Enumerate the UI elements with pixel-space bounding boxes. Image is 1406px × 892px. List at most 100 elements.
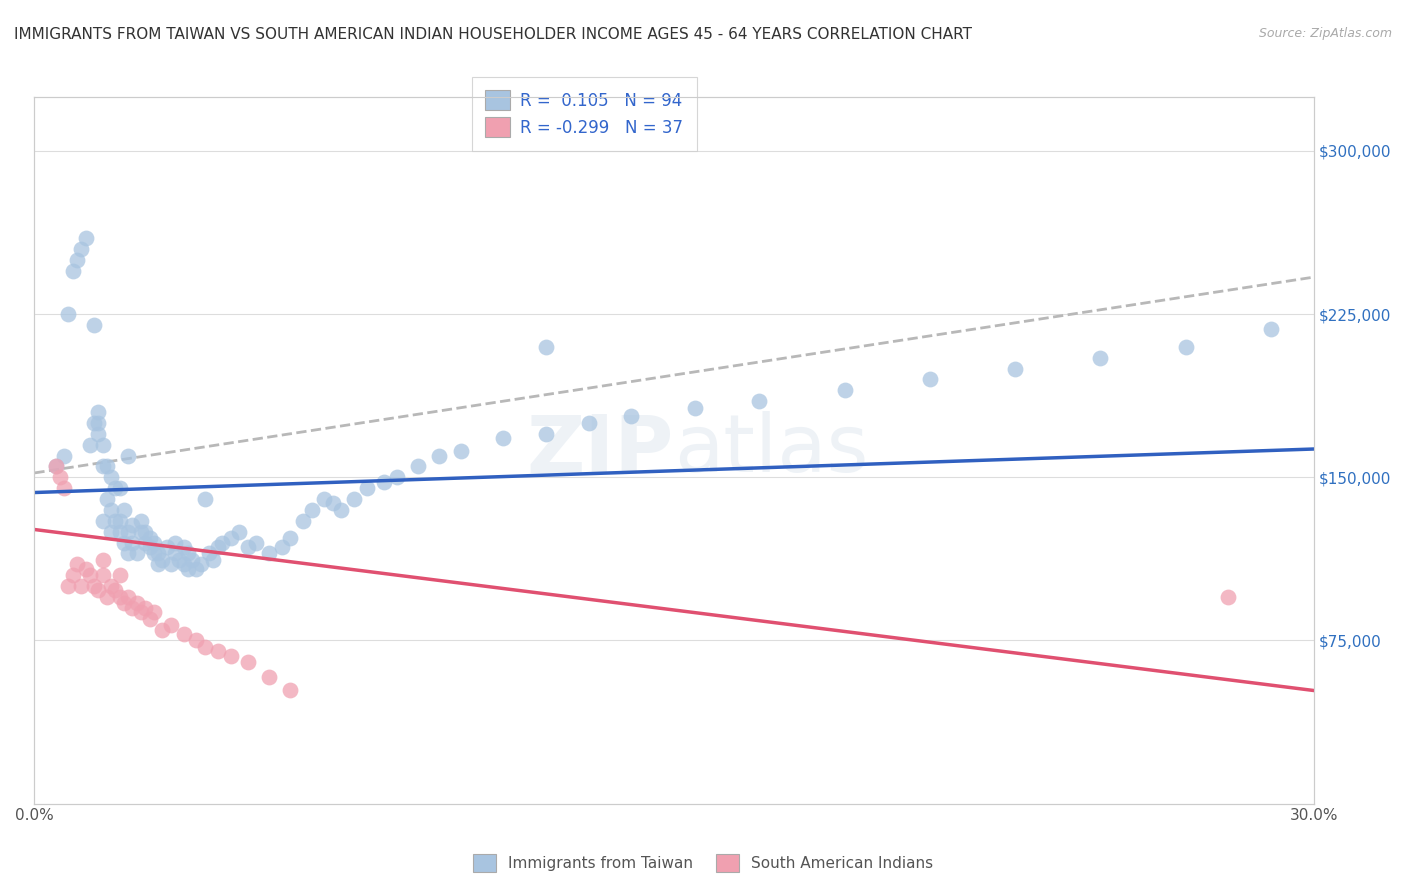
Point [534,340,557,354]
Point [79,568,101,582]
Point [75,231,97,245]
Point [83,416,105,430]
Point [450,444,472,458]
Point [146,546,169,560]
Point [129,514,152,528]
Point [578,416,600,430]
Point [75,562,97,576]
Point [194,491,217,506]
Point [66,252,89,267]
Point [104,583,127,598]
Point [620,409,643,424]
Point [62,568,84,582]
Point [257,670,280,684]
Point [100,579,122,593]
Point [406,459,429,474]
Point [211,535,233,549]
Point [58,307,80,321]
Point [134,600,156,615]
Point [117,449,139,463]
Point [150,623,173,637]
Point [1218,590,1240,604]
Point [87,583,110,598]
Point [228,524,250,539]
Point [45,459,67,474]
Point [301,503,323,517]
Point [138,531,160,545]
Point [219,531,242,545]
Point [202,553,225,567]
Text: ZIP: ZIP [527,411,673,489]
Point [173,540,195,554]
Point [100,524,122,539]
Point [155,540,177,554]
Point [53,449,76,463]
Point [108,514,131,528]
Point [121,518,143,533]
Text: Source: ZipAtlas.com: Source: ZipAtlas.com [1258,27,1392,40]
Point [112,503,135,517]
Point [748,394,770,409]
Point [129,605,152,619]
Point [343,491,366,506]
Point [257,546,280,560]
Point [121,600,143,615]
Point [100,503,122,517]
Point [142,546,165,560]
Point [117,546,139,560]
Point [146,558,169,572]
Point [62,263,84,277]
Point [91,459,114,474]
Point [173,627,195,641]
Point [181,553,204,567]
Point [194,640,217,654]
Point [66,558,89,572]
Point [134,535,156,549]
Point [190,558,212,572]
Text: atlas: atlas [673,411,869,489]
Point [173,558,195,572]
Point [87,416,110,430]
Point [108,524,131,539]
Point [142,605,165,619]
Point [121,535,143,549]
Point [70,242,93,256]
Point [1090,351,1112,365]
Point [91,437,114,451]
Point [1174,340,1197,354]
Point [385,470,408,484]
Point [108,568,131,582]
Point [1260,322,1282,336]
Point [138,540,160,554]
Legend: Immigrants from Taiwan, South American Indians: Immigrants from Taiwan, South American I… [465,846,941,880]
Point [236,655,259,669]
Point [160,558,183,572]
Point [292,514,315,528]
Point [160,618,183,632]
Point [79,437,101,451]
Point [219,648,242,663]
Point [91,514,114,528]
Point [87,426,110,441]
Point [186,562,208,576]
Point [1004,361,1026,376]
Point [429,449,451,463]
Point [270,540,292,554]
Point [83,318,105,332]
Point [834,384,856,398]
Point [117,524,139,539]
Point [685,401,707,415]
Point [91,568,114,582]
Point [125,546,148,560]
Point [142,535,165,549]
Point [53,481,76,495]
Point [125,597,148,611]
Point [356,481,378,495]
Legend: R =  0.105   N = 94, R = -0.299   N = 37: R = 0.105 N = 94, R = -0.299 N = 37 [472,77,697,151]
Point [49,470,72,484]
Point [104,514,127,528]
Point [87,405,110,419]
Point [314,491,336,506]
Point [236,540,259,554]
Point [108,590,131,604]
